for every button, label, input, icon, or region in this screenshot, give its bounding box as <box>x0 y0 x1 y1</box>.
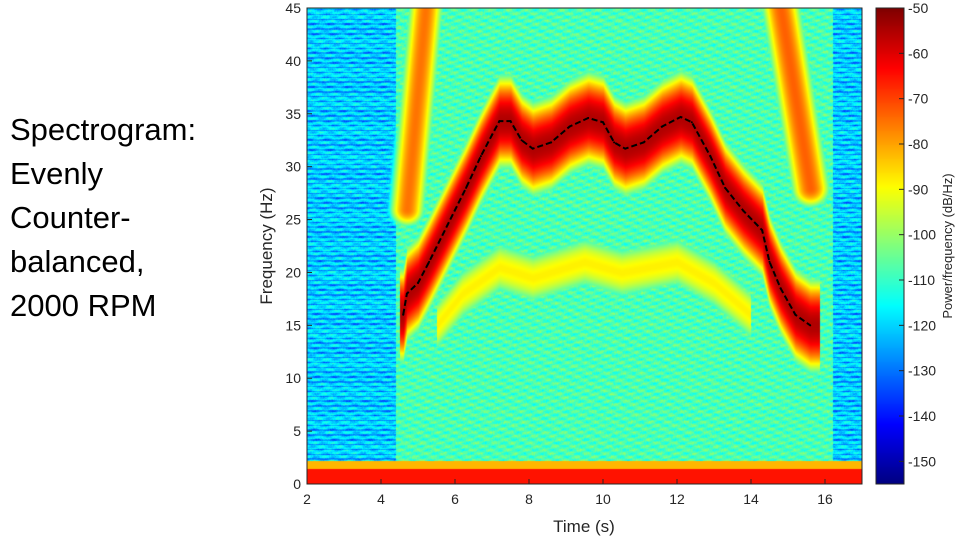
ridge-point <box>405 292 408 295</box>
colorbar-tick-label: -140 <box>908 408 936 424</box>
ridge-point <box>568 125 571 128</box>
ridge-point <box>509 120 512 123</box>
plot-frame <box>306 7 863 485</box>
y-tick-label: 10 <box>285 370 301 386</box>
ridge-point <box>768 260 771 263</box>
colorbar-tick-label: -60 <box>908 45 928 61</box>
ridge-point <box>709 155 712 158</box>
y-tick-label: 25 <box>285 212 301 228</box>
colorbar-tick-label: -50 <box>908 0 928 16</box>
y-tick-label: 0 <box>293 476 301 492</box>
ridge-line <box>402 115 811 327</box>
ridge-point <box>402 313 405 316</box>
colorbar-tick-label: -150 <box>908 453 936 469</box>
colorbar-gradient <box>876 8 904 484</box>
title-line: Evenly <box>10 156 104 191</box>
ridge-point <box>724 186 727 189</box>
x-tick-label: 8 <box>525 491 533 507</box>
ridge-point <box>550 141 553 144</box>
ridge-point <box>779 287 782 290</box>
ridge-point <box>624 147 627 150</box>
ridge-point <box>809 324 812 327</box>
y-tick-label: 15 <box>285 317 301 333</box>
ridge-point <box>446 223 449 226</box>
colorbar-tick-label: -90 <box>908 181 928 197</box>
ridge-point <box>531 147 534 150</box>
ridge-point <box>479 155 482 158</box>
ridge-point <box>642 141 645 144</box>
ridge-point <box>761 229 764 232</box>
ridge-point <box>661 125 664 128</box>
ridge-point <box>417 282 419 285</box>
spectrogram-heatmap <box>307 8 862 484</box>
x-tick-label: 4 <box>377 491 385 507</box>
x-tick-label: 14 <box>743 491 759 507</box>
title-line: balanced, <box>10 244 145 279</box>
colorbar-label: Power/frequency (dB/Hz) <box>940 173 955 318</box>
colorbar-tick-label: -110 <box>908 272 935 288</box>
ridge-point <box>428 260 431 263</box>
ridge-point <box>613 141 616 144</box>
ridge-point <box>690 121 693 124</box>
colorbar-tick-label: -100 <box>908 227 936 243</box>
ridge-point <box>679 115 682 118</box>
y-axis-label: Frequency (Hz) <box>257 187 276 304</box>
ridge-point <box>491 133 493 136</box>
slide-title: Spectrogram: Evenly Counter- balanced, 2… <box>10 108 196 328</box>
ridge-point <box>465 186 468 189</box>
colorbar-tick-label: -70 <box>908 91 928 107</box>
x-axis-label: Time (s) <box>553 517 615 536</box>
colorbar-tick-label: -130 <box>908 363 936 379</box>
x-tick-label: 6 <box>451 491 459 507</box>
x-tick-label: 12 <box>669 491 685 507</box>
y-tick-label: 40 <box>285 53 301 69</box>
title-line: Counter- <box>10 200 131 235</box>
ridge-point <box>742 210 745 213</box>
y-tick-label: 20 <box>285 264 301 280</box>
ridge-line-group <box>402 115 812 327</box>
colorbar-tick-label: -120 <box>908 317 936 333</box>
x-tick-label: 2 <box>303 491 311 507</box>
y-tick-label: 35 <box>285 106 301 122</box>
ridge-point <box>498 120 501 123</box>
colorbar-frame <box>875 7 905 485</box>
title-line: 2000 RPM <box>10 288 157 323</box>
y-tick-label: 30 <box>285 159 301 175</box>
ridge-point <box>520 139 523 142</box>
x-tick-label: 10 <box>595 491 611 507</box>
ridge-point <box>794 313 797 316</box>
ridge-point <box>602 121 604 124</box>
colorbar-tick-label: -80 <box>908 136 928 152</box>
title-line: Spectrogram: <box>10 112 197 147</box>
ridge-point <box>587 117 590 120</box>
x-tick-label: 16 <box>817 491 833 507</box>
y-tick-label: 45 <box>285 0 301 16</box>
y-tick-label: 5 <box>293 423 301 439</box>
